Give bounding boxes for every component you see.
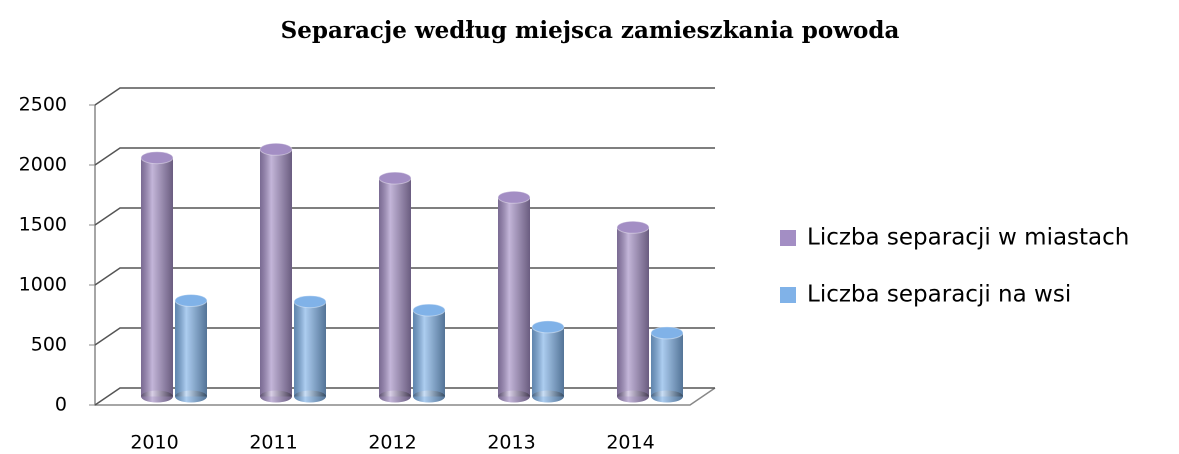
x-tick-label: 2012 [368,432,416,454]
y-tick-label: 2500 [19,94,67,116]
bar [616,220,650,403]
x-tick-label: 2013 [487,432,535,454]
bar [259,142,293,403]
x-tick-label: 2011 [249,432,297,454]
legend-swatch [780,287,796,303]
bar [531,320,565,403]
y-tick-label: 1000 [19,274,67,296]
bar [293,295,327,403]
chart-title: Separacje według miejsca zamieszkania po… [281,17,900,44]
back-wall [94,105,716,406]
legend-label: Liczba separacji na wsi [807,282,1071,308]
x-tick-label: 2014 [606,432,654,454]
y-tick-label: 2000 [19,154,67,176]
x-tick-label: 2010 [130,432,178,454]
bar [650,326,684,403]
y-tick-label: 0 [55,394,67,416]
bar [140,151,174,403]
bar [497,190,531,403]
legend-label: Liczba separacji w miastach [807,225,1129,251]
y-tick-label: 1500 [19,214,67,236]
y-tick-label: 500 [31,334,67,356]
grid-line [94,87,715,106]
bar [378,171,412,403]
bar [412,303,446,403]
grid-line [94,147,715,166]
bar [174,294,208,403]
legend-swatch [780,230,796,246]
